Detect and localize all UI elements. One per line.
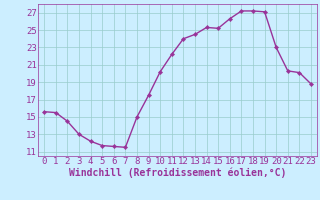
X-axis label: Windchill (Refroidissement éolien,°C): Windchill (Refroidissement éolien,°C) (69, 168, 286, 178)
